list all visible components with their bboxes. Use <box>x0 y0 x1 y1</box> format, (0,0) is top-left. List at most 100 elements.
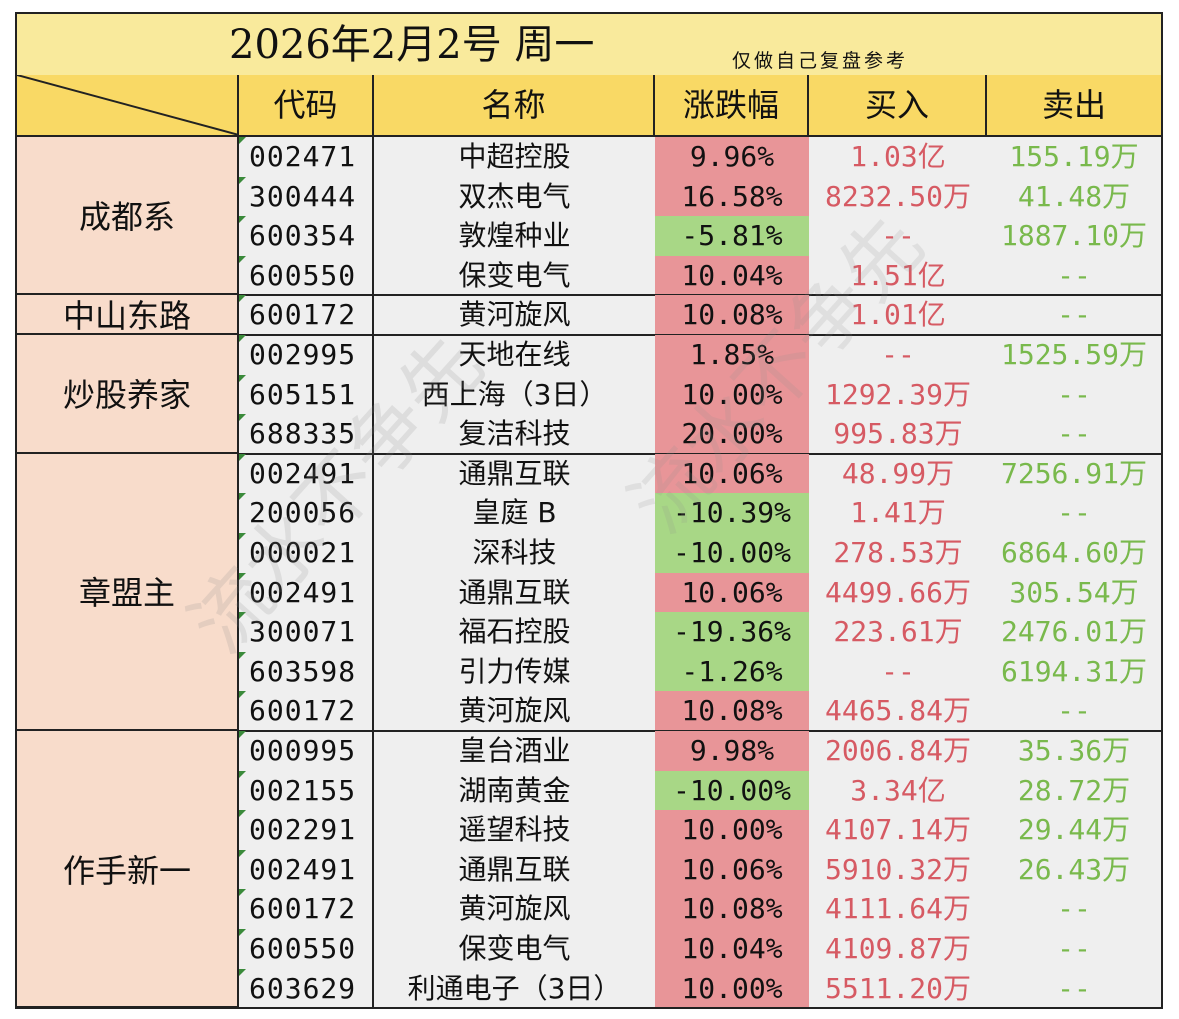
change-percent: 9.98% <box>655 731 809 771</box>
group-label: 章盟主 <box>17 453 239 731</box>
stock-name: 福石控股 <box>458 615 571 649</box>
stock-code: 002491 <box>249 456 357 490</box>
table-row: 002491 通鼎互联 10.06% 48.99万 7256.91万 <box>239 453 1161 494</box>
cell-marker-icon <box>239 374 246 382</box>
table-row: 600550 保变电气 10.04% 4109.87万 -- <box>239 929 1161 969</box>
diagonal-divider-icon <box>17 75 239 136</box>
change-percent: 10.04% <box>655 255 809 296</box>
change-percent: 10.06% <box>655 849 809 890</box>
buy-amount: 2006.84万 <box>824 734 971 767</box>
table-row: 600172 黄河旋风 10.08% 4465.84万 -- <box>239 691 1161 731</box>
group-divider <box>17 452 1161 455</box>
sell-amount: -- <box>1057 694 1091 728</box>
stock-code: 605151 <box>249 377 357 411</box>
cell-marker-icon <box>239 691 246 699</box>
table-row: 002491 通鼎互联 10.06% 5910.32万 26.43万 <box>239 849 1161 890</box>
stock-code: 600354 <box>249 219 357 253</box>
stock-code: 000995 <box>249 734 357 767</box>
stock-name: 双杰电气 <box>458 179 571 213</box>
stock-name: 黄河旋风 <box>458 892 571 926</box>
group-divider <box>17 1007 1161 1010</box>
stock-code: 600172 <box>249 298 357 332</box>
change-percent: -10.00% <box>655 533 809 573</box>
sell-amount: 26.43万 <box>1017 852 1131 886</box>
group-label: 作手新一 <box>17 731 239 1009</box>
table-row: 300071 福石控股 -19.36% 223.61万 2476.01万 <box>239 612 1161 652</box>
stock-code: 002155 <box>249 773 357 807</box>
change-percent: 1.85% <box>655 335 809 375</box>
cell-marker-icon <box>239 255 246 263</box>
sell-amount: 29.44万 <box>1017 813 1131 847</box>
stock-code: 600550 <box>249 932 357 965</box>
stock-name: 保变电气 <box>458 932 571 965</box>
stock-code: 688335 <box>249 417 357 451</box>
change-percent: 20.00% <box>655 414 809 454</box>
sell-amount: -- <box>1057 932 1091 965</box>
cell-marker-icon <box>239 968 246 976</box>
stock-name: 敦煌种业 <box>458 219 571 253</box>
change-percent: 10.00% <box>655 374 809 415</box>
buy-amount: 1.03亿 <box>850 140 946 173</box>
stock-name: 湖南黄金 <box>458 773 571 807</box>
buy-amount: -- <box>881 219 915 253</box>
column-divider <box>807 75 809 137</box>
table-row: 600172 黄河旋风 10.08% 4111.64万 -- <box>239 889 1161 929</box>
stock-code: 603598 <box>249 654 357 688</box>
column-divider <box>653 75 655 137</box>
stock-name: 引力传媒 <box>458 654 571 688</box>
buy-amount: 4111.64万 <box>824 892 971 926</box>
change-percent: -19.36% <box>655 612 809 652</box>
sell-amount: 2476.01万 <box>1000 615 1147 649</box>
stock-code: 603629 <box>249 971 357 1005</box>
change-percent: 10.04% <box>655 929 809 969</box>
table-row: 300444 双杰电气 16.58% 8232.50万 41.48万 <box>239 176 1161 217</box>
stock-name: 皇台酒业 <box>458 734 571 767</box>
table-row: 600550 保变电气 10.04% 1.51亿 -- <box>239 255 1161 296</box>
stock-name: 保变电气 <box>458 258 571 292</box>
table-row: 605151 西上海（3日） 10.00% 1292.39万 -- <box>239 374 1161 415</box>
sell-amount: -- <box>1057 892 1091 926</box>
sell-amount: 35.36万 <box>1017 734 1131 767</box>
table-row: 002995 天地在线 1.85% -- 1525.59万 <box>239 335 1161 375</box>
stock-code: 600172 <box>249 892 357 926</box>
stock-name: 复洁科技 <box>458 417 571 451</box>
stock-name: 通鼎互联 <box>458 575 571 609</box>
stock-code: 002471 <box>249 140 357 173</box>
table-row: 688335 复洁科技 20.00% 995.83万 -- <box>239 414 1161 454</box>
column-divider <box>372 75 374 1007</box>
header-name: 名称 <box>374 75 655 137</box>
sell-amount: 41.48万 <box>1017 179 1131 213</box>
cell-marker-icon <box>239 335 246 342</box>
buy-amount: 5910.32万 <box>824 852 971 886</box>
header-sell: 卖出 <box>987 75 1161 137</box>
title-bar: 2026年2月2号 周一 仅做自己复盘参考 <box>17 14 1161 77</box>
stock-name: 中超控股 <box>458 140 571 173</box>
buy-amount: -- <box>881 338 915 371</box>
sell-amount: 28.72万 <box>1017 773 1131 807</box>
page-title: 2026年2月2号 周一 <box>229 22 595 68</box>
buy-amount: 3.34亿 <box>850 773 946 807</box>
group-label: 成都系 <box>17 137 239 296</box>
sell-amount: 155.19万 <box>1009 140 1139 173</box>
buy-amount: 4499.66万 <box>824 575 971 609</box>
cell-marker-icon <box>239 612 246 620</box>
stock-name: 皇庭 B <box>472 496 557 530</box>
table-row: 002491 通鼎互联 10.06% 4499.66万 305.54万 <box>239 572 1161 613</box>
buy-amount: 1.51亿 <box>850 258 946 292</box>
change-percent: -1.26% <box>655 651 809 692</box>
sell-amount: -- <box>1057 496 1091 530</box>
header-change: 涨跌幅 <box>655 75 809 137</box>
buy-amount: 4109.87万 <box>824 932 971 965</box>
table-row: 600172 黄河旋风 10.08% 1.01亿 -- <box>239 295 1161 335</box>
sell-amount: -- <box>1057 258 1091 292</box>
change-percent: -10.39% <box>655 493 809 533</box>
stock-code: 002291 <box>249 813 357 847</box>
cell-marker-icon <box>239 414 246 422</box>
cell-marker-icon <box>239 493 246 501</box>
sell-amount: 6864.60万 <box>1000 536 1147 569</box>
sell-amount: 7256.91万 <box>1000 456 1147 490</box>
stock-name: 西上海（3日） <box>421 377 608 411</box>
change-percent: -5.81% <box>655 216 809 256</box>
cell-marker-icon <box>239 176 246 184</box>
stock-code: 600550 <box>249 258 357 292</box>
